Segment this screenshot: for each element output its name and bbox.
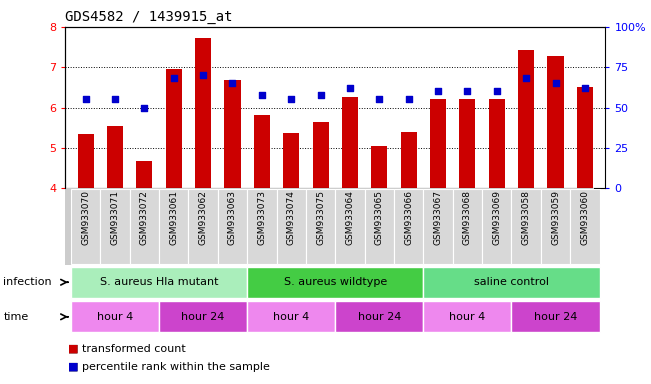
Text: GSM933063: GSM933063 bbox=[228, 190, 237, 245]
Point bbox=[198, 72, 208, 78]
Point bbox=[433, 88, 443, 94]
Text: GSM933073: GSM933073 bbox=[257, 190, 266, 245]
Text: GSM933060: GSM933060 bbox=[581, 190, 589, 245]
Text: ■ percentile rank within the sample: ■ percentile rank within the sample bbox=[68, 362, 270, 372]
Point bbox=[256, 91, 267, 98]
Bar bbox=[577, 86, 593, 188]
Text: ■: ■ bbox=[68, 344, 79, 354]
Text: GSM933061: GSM933061 bbox=[169, 190, 178, 245]
Bar bbox=[430, 99, 446, 188]
Text: GSM933062: GSM933062 bbox=[199, 190, 208, 245]
Bar bbox=[165, 69, 182, 188]
Bar bbox=[512, 301, 600, 332]
Bar bbox=[423, 267, 600, 298]
Bar bbox=[306, 189, 335, 264]
Bar bbox=[335, 301, 423, 332]
Bar bbox=[342, 98, 358, 188]
Point bbox=[521, 75, 531, 81]
Text: infection: infection bbox=[3, 277, 52, 287]
Point bbox=[492, 88, 502, 94]
Bar bbox=[335, 189, 365, 264]
Bar bbox=[136, 161, 152, 188]
Point bbox=[110, 96, 120, 103]
Text: GSM933068: GSM933068 bbox=[463, 190, 472, 245]
Text: GSM933065: GSM933065 bbox=[375, 190, 384, 245]
Text: GSM933066: GSM933066 bbox=[404, 190, 413, 245]
Text: S. aureus Hla mutant: S. aureus Hla mutant bbox=[100, 277, 218, 287]
Bar bbox=[247, 301, 335, 332]
Bar bbox=[570, 189, 600, 264]
Point bbox=[579, 85, 590, 91]
Bar bbox=[107, 126, 123, 188]
Point bbox=[315, 91, 326, 98]
Point bbox=[286, 96, 296, 103]
Point bbox=[374, 96, 385, 103]
Text: GSM933058: GSM933058 bbox=[521, 190, 531, 245]
Bar bbox=[312, 122, 329, 188]
Text: hour 4: hour 4 bbox=[97, 312, 133, 322]
Bar bbox=[130, 189, 159, 264]
Bar bbox=[489, 99, 505, 188]
Bar bbox=[195, 38, 211, 188]
Text: hour 24: hour 24 bbox=[357, 312, 401, 322]
Bar bbox=[277, 189, 306, 264]
Bar bbox=[71, 301, 159, 332]
Point bbox=[139, 104, 150, 111]
Bar bbox=[71, 189, 100, 264]
Bar bbox=[247, 267, 423, 298]
Bar bbox=[512, 189, 541, 264]
Bar bbox=[225, 80, 241, 188]
Bar bbox=[518, 50, 534, 188]
Bar bbox=[159, 301, 247, 332]
Text: hour 24: hour 24 bbox=[182, 312, 225, 322]
Text: GSM933075: GSM933075 bbox=[316, 190, 325, 245]
Text: ■ transformed count: ■ transformed count bbox=[68, 344, 186, 354]
Bar bbox=[218, 189, 247, 264]
Text: hour 4: hour 4 bbox=[273, 312, 309, 322]
Bar bbox=[423, 189, 452, 264]
Bar bbox=[482, 189, 512, 264]
Bar bbox=[460, 99, 475, 188]
Bar bbox=[452, 189, 482, 264]
Bar bbox=[188, 189, 218, 264]
Text: GSM933064: GSM933064 bbox=[346, 190, 354, 245]
Point bbox=[550, 80, 561, 86]
Text: S. aureus wildtype: S. aureus wildtype bbox=[284, 277, 387, 287]
Bar bbox=[247, 189, 277, 264]
Text: GSM933070: GSM933070 bbox=[81, 190, 90, 245]
Text: GDS4582 / 1439915_at: GDS4582 / 1439915_at bbox=[65, 10, 232, 25]
Text: GSM933067: GSM933067 bbox=[434, 190, 443, 245]
Point bbox=[404, 96, 414, 103]
Point bbox=[81, 96, 91, 103]
Bar bbox=[254, 115, 270, 188]
Bar bbox=[71, 267, 247, 298]
Text: GSM933071: GSM933071 bbox=[111, 190, 120, 245]
Bar bbox=[100, 189, 130, 264]
Text: GSM933074: GSM933074 bbox=[286, 190, 296, 245]
Bar bbox=[394, 189, 423, 264]
Text: ■: ■ bbox=[68, 362, 79, 372]
Text: hour 4: hour 4 bbox=[449, 312, 486, 322]
Bar bbox=[400, 132, 417, 188]
Bar bbox=[365, 189, 394, 264]
Bar bbox=[371, 146, 387, 188]
Text: GSM933072: GSM933072 bbox=[140, 190, 149, 245]
Point bbox=[227, 80, 238, 86]
Bar bbox=[547, 56, 564, 188]
Point bbox=[169, 75, 179, 81]
Text: GSM933069: GSM933069 bbox=[492, 190, 501, 245]
Bar bbox=[283, 133, 299, 188]
Text: saline control: saline control bbox=[474, 277, 549, 287]
Text: hour 24: hour 24 bbox=[534, 312, 577, 322]
Text: GSM933059: GSM933059 bbox=[551, 190, 560, 245]
Bar bbox=[159, 189, 188, 264]
Bar bbox=[77, 134, 94, 188]
Point bbox=[345, 85, 355, 91]
Bar bbox=[541, 189, 570, 264]
Bar bbox=[423, 301, 512, 332]
Point bbox=[462, 88, 473, 94]
Text: time: time bbox=[3, 312, 29, 322]
